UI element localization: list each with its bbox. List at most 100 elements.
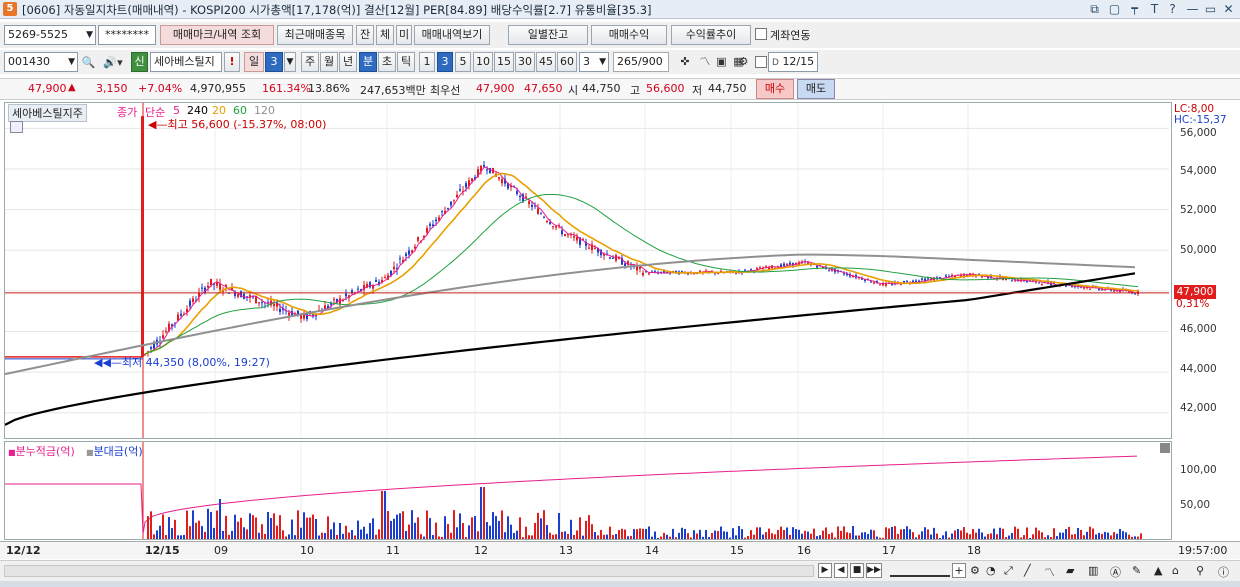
interval-5-button[interactable]: 5 [455,52,471,72]
price-chart[interactable] [4,102,1172,439]
trade-marks-button[interactable]: 매매마크/내역 조회 [160,25,274,45]
sub-chart-corner-icon[interactable] [1160,443,1170,453]
stock-name-field[interactable]: 세아베스틸지 [150,52,222,72]
bar-chart-icon[interactable]: ▥ [1088,564,1099,577]
candle [351,290,353,294]
trade-history-button[interactable]: 매매내역보기 [414,25,490,45]
maximize-icon[interactable]: ▭ [1204,2,1217,16]
sell-button[interactable]: 매도 [797,79,835,99]
period-second-button[interactable]: 초 [378,52,396,72]
account-select[interactable]: 5269-5525 ▼ [4,25,96,45]
indicator-icon[interactable]: ◔ [986,564,996,577]
x-label-12-15: 12/15 [145,544,180,557]
amount-bar [279,515,281,539]
pin-icon[interactable]: ┯ [1131,2,1138,15]
date-field[interactable]: D 12/15 [768,52,818,72]
play-icon[interactable]: ▶ [818,563,832,578]
pin-tool-icon[interactable]: ✎ [1132,564,1142,577]
amount-bar [540,518,542,539]
trade-profit-button[interactable]: 매매수익 [591,25,667,45]
interval-60-button[interactable]: 60 [557,52,577,72]
low-annotation: ◀◀—최저 44,350 (8,00%, 19:27) [94,356,270,369]
amount-bar [264,533,266,539]
close-icon[interactable]: ✕ [1223,2,1234,16]
alert-button[interactable]: ! [224,52,240,72]
candle [393,266,395,270]
zoom-in-icon[interactable]: + [952,563,966,578]
interval-select[interactable]: 3 ▼ [579,52,609,72]
text-tool-icon[interactable]: Ⓐ [1110,566,1121,579]
period-month-button[interactable]: 월 [320,52,338,72]
footer-strip [0,581,1240,587]
amount-bar [939,537,941,539]
home-icon[interactable]: ⌂ [1172,564,1179,577]
help-icon[interactable]: ? [1169,2,1176,16]
stop-icon[interactable]: ■ [850,563,864,578]
window-title: [0606] 자동일지차트(매매내역) - KOSPI200 시가총액[17,1… [22,3,652,17]
draw-tool-icon[interactable]: 〽 [699,55,711,68]
minimize-icon[interactable]: — [1186,2,1199,16]
candle [930,278,932,280]
period-year-button[interactable]: 년 [339,52,357,72]
amount-bar [627,536,629,539]
interval-45-button[interactable]: 45 [536,52,556,72]
copy-window-icon[interactable]: ⧉ [1090,2,1099,16]
ruler-icon[interactable]: ⤢ [1004,564,1013,577]
candle [963,273,965,277]
table-icon[interactable]: ▦ [733,55,744,68]
interval-15-button[interactable]: 15 [494,52,514,72]
amount-bar [546,524,548,539]
grid-toggle-icon[interactable] [10,121,23,133]
amount-bar [585,520,587,539]
period-day-count[interactable]: 3 [265,52,283,72]
date-checkbox[interactable] [755,56,767,68]
interval-30-button[interactable]: 30 [515,52,535,72]
zoom-slider[interactable] [890,564,950,577]
daily-balance-button[interactable]: 일별잔고 [508,25,588,45]
interval-10-button[interactable]: 10 [473,52,493,72]
period-week-button[interactable]: 주 [301,52,319,72]
interval-3-button[interactable]: 3 [437,52,453,72]
password-field[interactable]: ******** [98,25,156,45]
fast-forward-icon[interactable]: ▶▶ [866,563,882,578]
chart-settings-icon[interactable]: ⚙ [970,564,980,577]
period-minute-button[interactable]: 분 [359,52,377,72]
bar-count-field[interactable]: 265/900 [613,52,669,72]
amount-bar [819,535,821,539]
day-count-dropdown[interactable]: ▼ [284,52,296,72]
unfilled-button[interactable]: 미 [396,25,412,45]
interval-1-button[interactable]: 1 [419,52,435,72]
info-icon[interactable]: ⓘ [1218,566,1229,579]
balance-button[interactable]: 잔 [356,25,374,45]
account-link-checkbox[interactable] [755,28,767,40]
step-back-icon[interactable]: ◀ [834,563,848,578]
amount-bar [477,531,479,539]
amount-bar [588,515,590,539]
amount-bar [792,527,794,539]
search-icon[interactable]: 🔍 [81,56,96,69]
save-icon[interactable]: ▣ [716,55,727,68]
speaker-icon[interactable]: 🔊▾ [103,56,123,69]
font-size-icon[interactable]: T [1150,2,1159,16]
trendline-icon[interactable]: ╱ [1024,564,1031,577]
horizontal-scrollbar[interactable] [4,565,814,577]
gear-icon[interactable]: ⚙ [738,55,749,68]
amount-bar [1125,532,1127,539]
candle [477,169,479,177]
stock-code-input[interactable]: 001430 ▼ [4,52,78,72]
return-trend-button[interactable]: 수익률추이 [671,25,751,45]
buy-button[interactable]: 매수 [756,79,794,99]
eraser-icon[interactable]: ▰ [1066,564,1075,577]
executed-button[interactable]: 체 [376,25,394,45]
zigzag-icon[interactable]: 〽 [1044,566,1055,579]
arrow-up-icon[interactable]: ▲ [1154,564,1163,577]
amount-bar [681,527,683,539]
magnifier-icon[interactable]: ⚲ [1196,564,1205,577]
amount-bar [441,536,443,539]
period-day-button[interactable]: 일 [244,52,264,72]
crosshair-icon[interactable]: ✜ [680,55,690,68]
period-tick-button[interactable]: 틱 [397,52,415,72]
restore-icon[interactable]: ▢ [1108,2,1121,16]
recent-trades-button[interactable]: 최근매매종목 [277,25,353,45]
volume-chart[interactable] [4,441,1172,540]
